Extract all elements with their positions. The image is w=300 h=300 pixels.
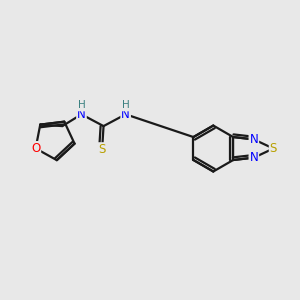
- Text: N: N: [250, 151, 258, 164]
- Text: N: N: [250, 133, 258, 146]
- Text: H: H: [122, 100, 130, 110]
- Text: N: N: [77, 108, 86, 121]
- Text: O: O: [31, 142, 40, 155]
- Text: S: S: [98, 143, 106, 156]
- Text: H: H: [78, 100, 86, 110]
- Text: N: N: [121, 108, 130, 121]
- Text: S: S: [270, 142, 277, 155]
